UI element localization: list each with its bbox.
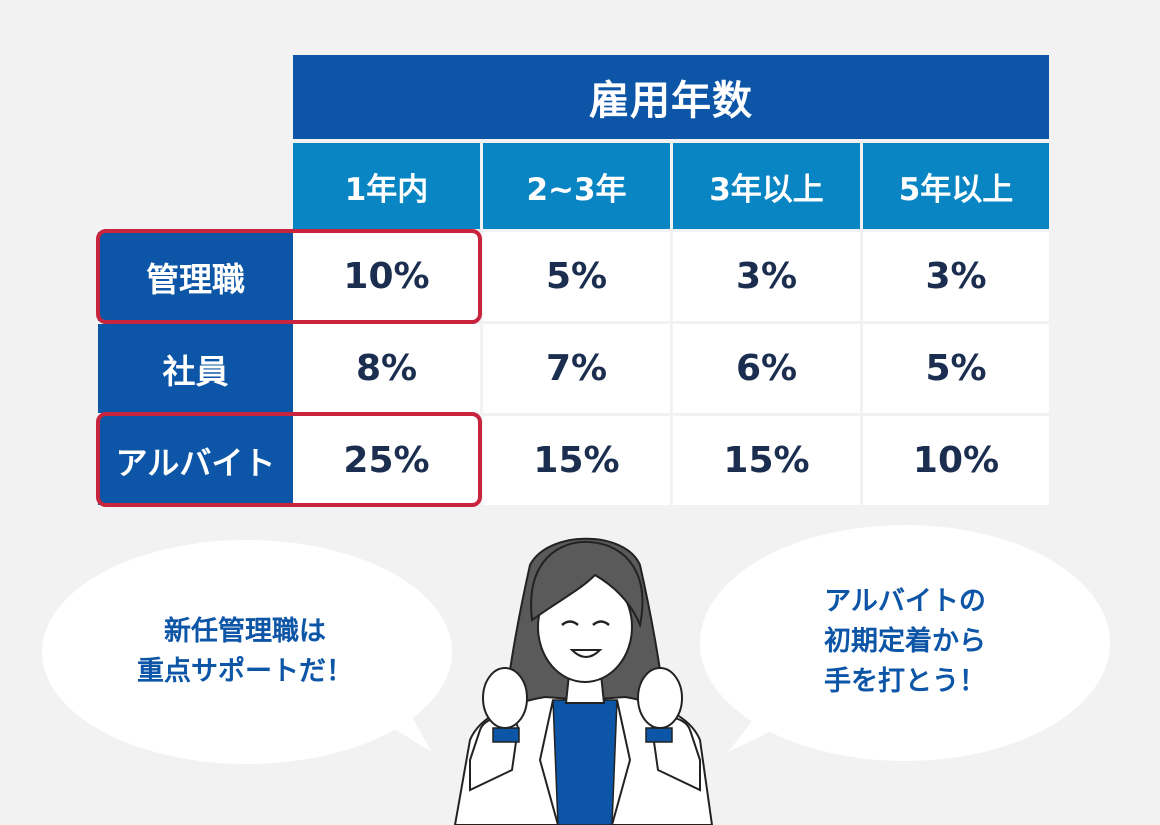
table-cell: 15% (483, 416, 670, 505)
table-cell: 6% (673, 324, 860, 413)
table-cell: 3% (673, 232, 860, 321)
bubble-right-line-2: 初期定着から (824, 626, 986, 657)
table-cell: 3% (863, 232, 1049, 321)
row-header-managers: 管理職 (98, 232, 293, 321)
table-cell: 10% (293, 232, 480, 321)
bubble-right-line-1: アルバイトの (824, 586, 986, 617)
speech-bubble-left-text: 新任管理職は 重点サポートだ！ (80, 612, 410, 692)
bubble-right-line-3: 手を打とう！ (824, 666, 986, 697)
table-cell: 7% (483, 324, 670, 413)
speech-bubble-right-text: アルバイトの 初期定着から 手を打とう！ (740, 582, 1070, 702)
highlight-part-timers-first-year (96, 412, 482, 507)
table-cell: 5% (483, 232, 670, 321)
table-cell: 10% (863, 416, 1049, 505)
bubble-left-line-1: 新任管理職は (164, 616, 326, 647)
column-header-2-3-years: 2~3年 (483, 143, 670, 229)
bubble-left-line-2: 重点サポートだ！ (137, 656, 353, 687)
table-cell: 25% (293, 416, 480, 505)
table-title: 雇用年数 (293, 55, 1049, 139)
table-cell: 5% (863, 324, 1049, 413)
column-header-3-plus-years: 3年以上 (673, 143, 860, 229)
row-header-employees: 社員 (98, 324, 293, 413)
speech-bubble-right (700, 525, 1110, 761)
row-header-part-timers: アルバイト (98, 416, 293, 505)
column-header-1-year: 1年内 (293, 143, 480, 229)
table-cell: 8% (293, 324, 480, 413)
speech-bubble-left (42, 540, 452, 764)
highlight-managers-first-year (96, 229, 482, 324)
woman-character (453, 537, 714, 825)
table-cell: 15% (673, 416, 860, 505)
column-header-5-plus-years: 5年以上 (863, 143, 1049, 229)
